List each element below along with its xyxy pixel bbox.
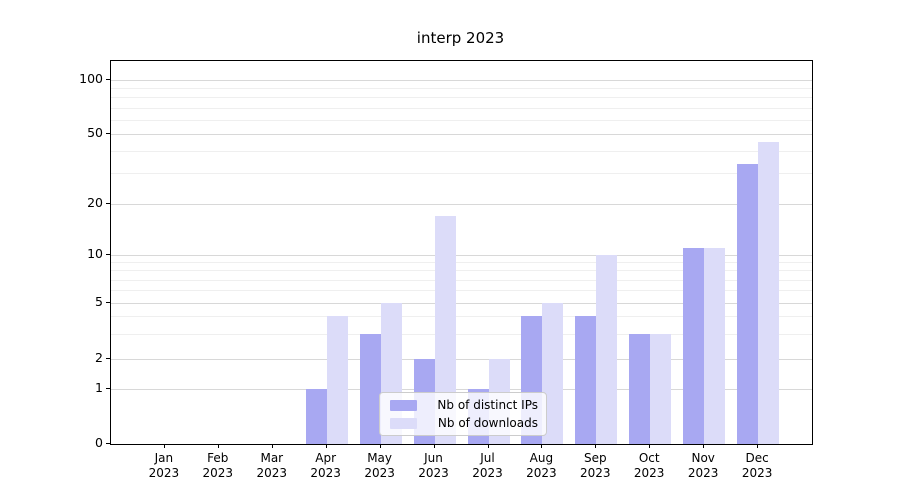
bar-downloads-sep <box>596 255 618 444</box>
major-gridline-100 <box>111 80 812 81</box>
y-tick-label-0: 0 <box>95 435 103 450</box>
bar-downloads-oct <box>650 333 672 444</box>
legend-swatch-distinct-ips <box>390 399 417 411</box>
bar-ips-oct <box>629 333 651 444</box>
minor-gridline-3 <box>111 333 812 335</box>
y-tick-mark-10 <box>106 254 110 255</box>
x-tick-mark-may <box>379 444 381 448</box>
minor-gridline-80 <box>111 97 812 99</box>
major-gridline-1 <box>111 389 812 391</box>
minor-gridline-6 <box>111 290 812 292</box>
y-tick-mark-100 <box>106 79 110 80</box>
legend-swatch-downloads <box>390 417 417 429</box>
y-tick-mark-20 <box>106 203 110 205</box>
minor-gridline-8 <box>111 270 812 272</box>
minor-gridline-70 <box>111 107 812 109</box>
y-tick-label-20: 20 <box>87 195 103 211</box>
x-tick-mark-jun <box>433 444 435 448</box>
legend-label-downloads: Nb of downloads <box>437 416 538 430</box>
major-gridline-50 <box>111 134 812 135</box>
x-tick-mark-feb <box>217 444 219 448</box>
minor-gridline-40 <box>111 151 812 153</box>
legend-label-distinct-ips: Nb of distinct IPs <box>437 398 538 412</box>
bar-downloads-jun <box>434 216 456 444</box>
x-tick-label-oct: Oct 2023 <box>633 451 665 480</box>
x-tick-mark-mar <box>271 444 273 448</box>
x-tick-label-jan: Jan 2023 <box>148 451 180 480</box>
x-tick-label-may: May 2023 <box>364 451 395 480</box>
x-tick-mark-jan <box>163 444 165 448</box>
x-tick-mark-aug <box>541 444 543 448</box>
y-tick-mark-50 <box>106 133 110 134</box>
minor-gridline-60 <box>111 119 812 121</box>
x-tick-label-jul: Jul 2023 <box>472 451 503 480</box>
x-tick-label-sep: Sep 2023 <box>580 451 611 480</box>
x-tick-mark-dec <box>757 444 759 448</box>
bar-ips-sep <box>575 316 597 444</box>
y-tick-label-100: 100 <box>79 71 103 86</box>
y-tick-label-10: 10 <box>87 246 103 261</box>
bar-downloads-nov <box>704 248 726 444</box>
major-gridline-2 <box>111 358 812 360</box>
minor-gridline-90 <box>111 88 812 90</box>
y-tick-mark-0 <box>106 443 110 444</box>
bar-downloads-dec <box>758 142 780 444</box>
major-gridline-5 <box>111 302 812 304</box>
legend-entry-distinct-ips: Nb of distinct IPs <box>388 398 538 412</box>
y-tick-mark-2 <box>106 357 110 359</box>
x-tick-label-aug: Aug 2023 <box>526 451 557 480</box>
plot-area <box>110 60 813 445</box>
y-tick-label-1: 1 <box>95 380 103 396</box>
x-tick-label-feb: Feb 2023 <box>202 451 234 480</box>
y-tick-mark-1 <box>106 388 110 390</box>
minor-gridline-9 <box>111 262 812 264</box>
x-tick-mark-apr <box>325 444 327 448</box>
x-tick-label-mar: Mar 2023 <box>256 451 288 480</box>
legend-box: Nb of distinct IPs Nb of downloads <box>379 392 547 436</box>
x-tick-label-dec: Dec 2023 <box>741 451 773 480</box>
minor-gridline-4 <box>111 316 812 318</box>
major-gridline-10 <box>111 255 812 256</box>
bar-ips-may <box>359 333 381 444</box>
minor-gridline-7 <box>111 279 812 281</box>
bar-ips-dec <box>737 163 759 444</box>
y-tick-mark-5 <box>106 301 110 303</box>
x-tick-mark-jul <box>487 444 489 448</box>
legend-entry-downloads: Nb of downloads <box>388 416 538 430</box>
x-tick-mark-oct <box>649 444 651 448</box>
major-gridline-20 <box>111 204 812 206</box>
bar-ips-nov <box>683 248 705 444</box>
x-tick-label-nov: Nov 2023 <box>687 451 719 480</box>
x-tick-mark-sep <box>595 444 597 448</box>
x-tick-label-apr: Apr 2023 <box>310 451 341 480</box>
y-tick-label-5: 5 <box>95 293 103 309</box>
y-tick-label-50: 50 <box>87 125 103 140</box>
minor-gridline-30 <box>111 173 812 175</box>
bar-downloads-aug <box>542 302 564 444</box>
y-tick-label-2: 2 <box>95 349 103 365</box>
bar-ips-apr <box>305 389 327 444</box>
bar-downloads-apr <box>326 316 348 444</box>
chart-title: interp 2023 <box>416 29 505 47</box>
x-tick-mark-nov <box>703 444 705 448</box>
x-tick-label-jun: Jun 2023 <box>418 451 449 480</box>
